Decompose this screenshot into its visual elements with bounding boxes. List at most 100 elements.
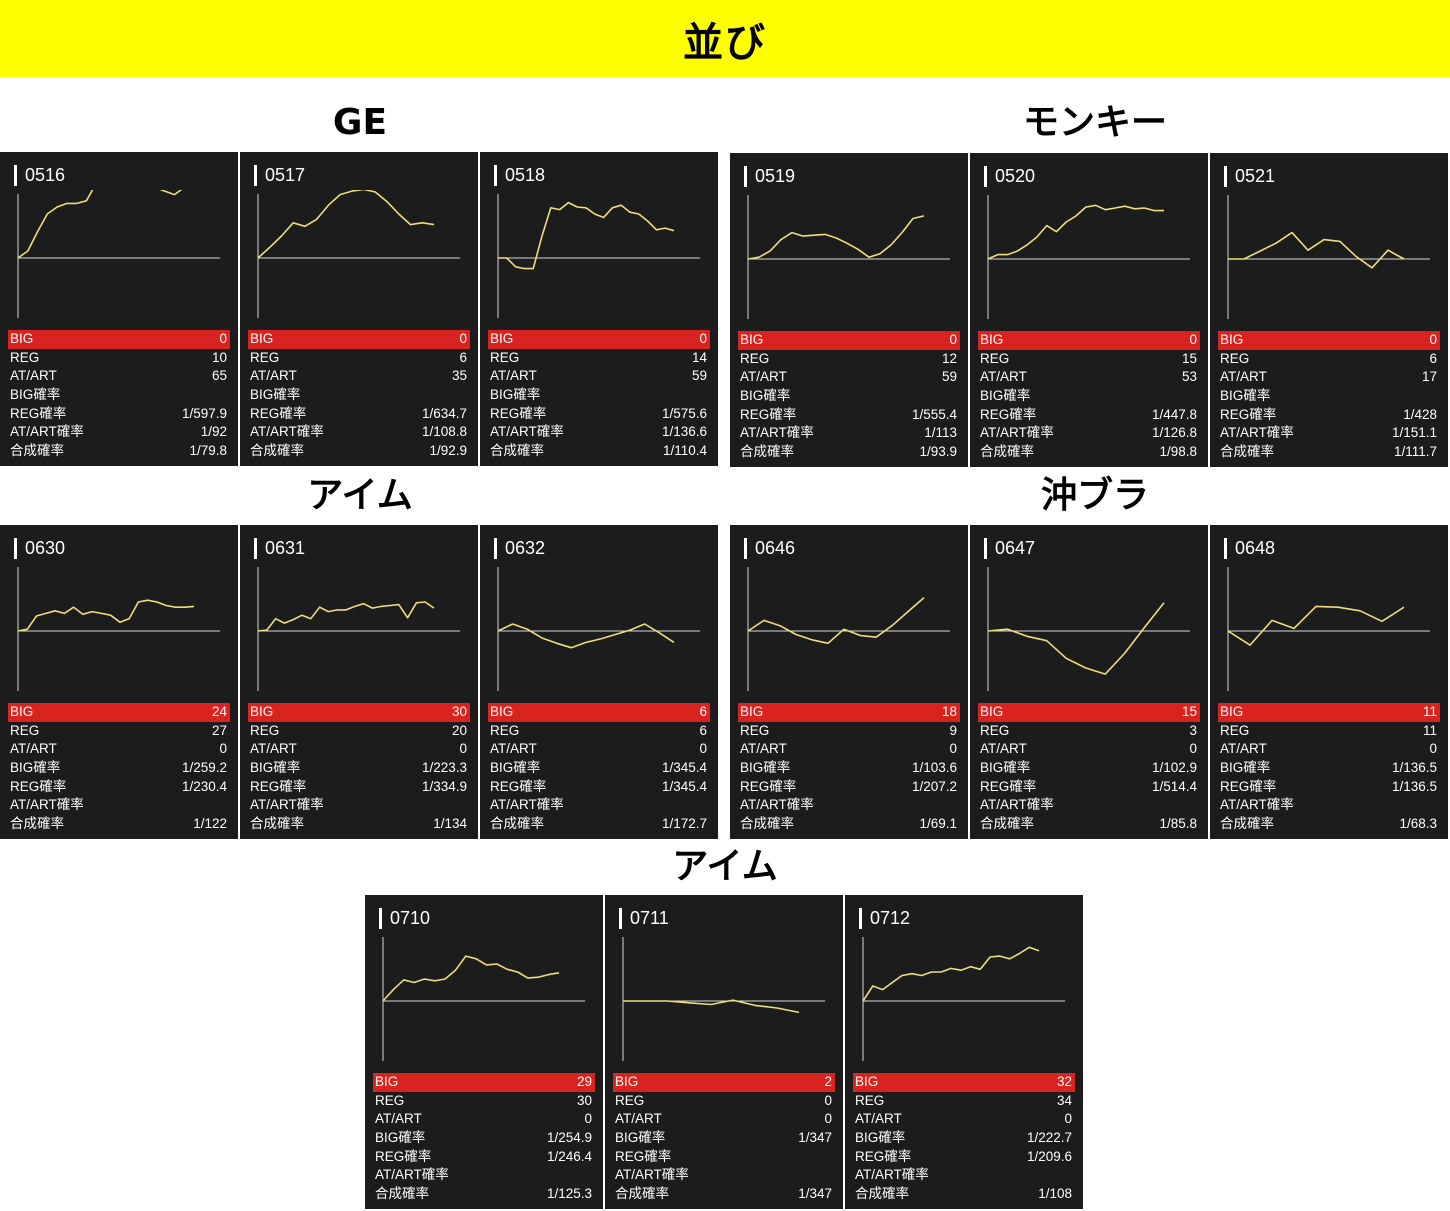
slump-graph (987, 567, 1190, 691)
stat-value: 30 (451, 704, 467, 719)
stat-row-reg: REG 6 (1218, 350, 1440, 369)
stat-row-reg-rate: REG確率 1/136.5 (1218, 778, 1440, 797)
slump-line (257, 190, 435, 259)
stat-value: 24 (211, 704, 227, 719)
card-header: 0712 (859, 907, 910, 929)
slump-graph (862, 937, 1065, 1061)
stat-row-at: AT/ART 0 (488, 740, 710, 759)
stat-row-reg-rate: REG確率 1/428 (1218, 406, 1440, 425)
stat-value: 1/259.2 (181, 760, 227, 776)
stat-row-big: BIG 6 (488, 703, 710, 722)
stat-label: AT/ART (250, 741, 297, 757)
stat-row-at-rate: AT/ART確率 1/108.8 (248, 423, 470, 442)
stat-label: BIG (855, 1074, 879, 1089)
card-header: 0711 (619, 907, 669, 929)
stat-row-at-rate: AT/ART確率 (613, 1166, 835, 1185)
header-marker (984, 537, 987, 559)
stat-label: BIG確率 (250, 760, 301, 776)
stat-row-big: BIG 0 (1218, 331, 1440, 350)
stat-row-big-rate: BIG確率 (8, 386, 230, 405)
stat-value: 1/514.4 (1151, 778, 1197, 794)
stat-label: REG確率 (1220, 778, 1277, 794)
group-title: GE (332, 102, 388, 143)
card-header: 0710 (379, 907, 430, 929)
stats-table: BIG 0 REG 6 AT/ART 17 BIG確率 REG確率 1/428 AT/ART確率 1… (1218, 331, 1440, 462)
stat-row-big-rate: BIG確率 (488, 386, 710, 405)
group-title: アイム (672, 846, 778, 887)
stat-row-big: BIG 30 (248, 703, 470, 722)
stat-label: REG (855, 1092, 885, 1108)
card-header: 0520 (984, 165, 1035, 187)
card-header: 0630 (14, 537, 65, 559)
slump-line (497, 623, 675, 649)
stat-label: AT/ART (1220, 369, 1267, 385)
slump-graph (1227, 567, 1430, 691)
stat-row-at: AT/ART 0 (978, 740, 1200, 759)
stat-label: REG確率 (980, 778, 1037, 794)
stat-row-reg: REG 10 (8, 349, 230, 368)
stat-value: 1/447.8 (1151, 406, 1197, 422)
stat-value: 18 (941, 704, 957, 719)
stat-row-reg-rate: REG確率 (613, 1148, 835, 1167)
header-marker (494, 537, 497, 559)
stat-label: 合成確率 (980, 444, 1034, 460)
stats-table: BIG 0 REG 15 AT/ART 53 BIG確率 REG確率 1/447.8 AT/ART… (978, 331, 1200, 462)
stat-row-reg: REG 14 (488, 349, 710, 368)
stat-row-big: BIG 15 (978, 703, 1200, 722)
header-marker (744, 165, 747, 187)
stats-table: BIG 29 REG 30 AT/ART 0 BIG確率 1/254.9 REG確率 1/246.… (373, 1073, 595, 1204)
stat-value: 1/555.4 (911, 406, 957, 422)
stat-row-total-rate: 合成確率 1/93.9 (738, 443, 960, 462)
stat-row-reg-rate: REG確率 1/514.4 (978, 778, 1200, 797)
stat-label: AT/ART (855, 1111, 902, 1127)
machine-card: 0519 BIG 0 REG 12 AT/ART 59 BIG確率 REG確率 1/555.4 AT… (730, 153, 968, 467)
stat-value: 1/108.8 (421, 424, 467, 440)
stat-row-big: BIG 0 (738, 331, 960, 350)
slump-line (862, 946, 1040, 1002)
stats-table: BIG 0 REG 6 AT/ART 35 BIG確率 REG確率 1/634.7 AT/ART確… (248, 330, 470, 461)
slump-graph (622, 937, 825, 1061)
stat-label: 合成確率 (10, 816, 64, 832)
stats-table: BIG 11 REG 11 AT/ART 0 BIG確率 1/136.5 REG確率 1/136.… (1218, 703, 1440, 834)
stat-label: 合成確率 (490, 443, 544, 459)
stat-label: AT/ART (1220, 741, 1267, 757)
card-header: 0631 (254, 537, 305, 559)
stat-row-total-rate: 合成確率 1/110.4 (488, 442, 710, 461)
stat-value: 17 (1421, 369, 1437, 385)
stat-row-at: AT/ART 65 (8, 367, 230, 386)
stat-value: 1/207.2 (911, 778, 957, 794)
stat-row-big-rate: BIG確率 (738, 387, 960, 406)
stat-value: 1/334.9 (421, 778, 467, 794)
stat-value: 20 (451, 722, 467, 738)
stat-value: 27 (211, 722, 227, 738)
slump-line (747, 596, 925, 645)
stat-row-at: AT/ART 0 (853, 1110, 1075, 1129)
slump-graph (257, 190, 460, 318)
stat-label: REG (375, 1092, 405, 1108)
stat-label: BIG (490, 704, 514, 719)
stat-label: 合成確率 (375, 1186, 429, 1202)
stat-value: 0 (1429, 741, 1437, 757)
stat-label: BIG (490, 331, 514, 346)
stat-row-total-rate: 合成確率 1/69.1 (738, 815, 960, 834)
stat-label: BIG確率 (980, 760, 1031, 776)
stat-value: 9 (949, 722, 957, 738)
stat-row-at-rate: AT/ART確率 (738, 796, 960, 815)
stat-value: 15 (1181, 350, 1197, 366)
stat-row-reg: REG 27 (8, 722, 230, 741)
stat-label: BIG確率 (1220, 760, 1271, 776)
header-marker (14, 164, 17, 186)
stat-label: REG (740, 722, 770, 738)
stat-label: AT/ART確率 (740, 797, 814, 813)
stat-label: 合成確率 (250, 816, 304, 832)
stat-label: REG確率 (615, 1148, 672, 1164)
stat-value: 1/110.4 (662, 443, 707, 459)
stat-label: BIG (10, 704, 34, 719)
stat-row-total-rate: 合成確率 1/68.3 (1218, 815, 1440, 834)
stat-value: 0 (699, 741, 707, 757)
stat-value: 0 (1189, 332, 1197, 347)
stat-row-big-rate: BIG確率 1/102.9 (978, 759, 1200, 778)
stat-row-at: AT/ART 53 (978, 368, 1200, 387)
stat-value: 14 (691, 349, 707, 365)
machine-card: 0630 BIG 24 REG 27 AT/ART 0 BIG確率 1/259.2 REG確率 1/… (0, 525, 238, 839)
